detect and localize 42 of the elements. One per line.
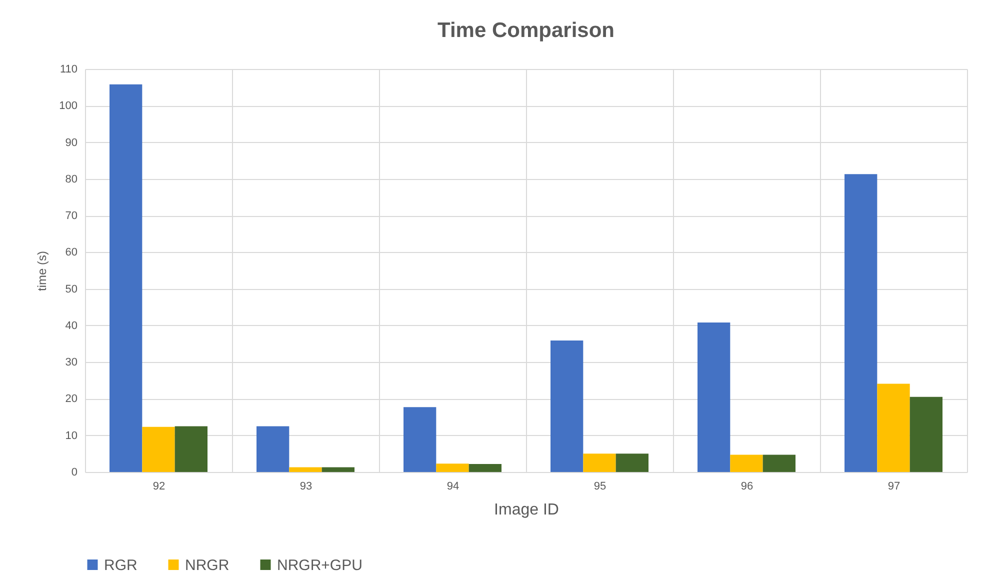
bar [762, 454, 796, 472]
bar [404, 407, 436, 472]
bar [844, 174, 878, 472]
bar [436, 464, 469, 472]
bar [698, 322, 730, 472]
y-tick-label: 40 [65, 320, 78, 332]
x-tick-label: 95 [594, 480, 606, 492]
bar [322, 467, 354, 472]
x-tick-label: 96 [740, 480, 754, 492]
bar [616, 454, 648, 472]
y-axis-title: time (s) [35, 251, 50, 291]
bar [289, 467, 322, 472]
y-tick-label: 70 [65, 210, 78, 222]
bar [468, 464, 502, 472]
legend-label: RGR [104, 556, 138, 574]
y-tick-label: 10 [65, 430, 78, 442]
y-tick-label: 60 [65, 246, 78, 259]
bar [256, 426, 290, 472]
bar [910, 396, 942, 472]
x-tick-label: 93 [300, 480, 312, 492]
bar [730, 454, 763, 472]
bar [583, 454, 616, 472]
legend-label: NRGR [185, 556, 230, 574]
y-tick-label: 90 [65, 136, 78, 149]
y-tick-label: 80 [65, 173, 78, 186]
legend-label: NRGR+GPU [277, 556, 362, 574]
x-axis-title: Image ID [494, 502, 559, 518]
bar [142, 426, 175, 472]
chart-title: Time Comparison [438, 19, 614, 42]
bar [110, 84, 142, 472]
bar [550, 340, 584, 472]
y-tick-label: 110 [60, 64, 78, 76]
y-tick-label: 0 [71, 466, 78, 478]
x-tick-label: 94 [446, 480, 460, 492]
y-tick-label: 20 [65, 393, 78, 406]
bar [174, 426, 208, 472]
x-tick-label: 97 [888, 480, 900, 492]
y-tick-label: 100 [59, 100, 78, 112]
y-tick-label: 50 [65, 283, 78, 296]
bar [877, 384, 910, 472]
y-tick-label: 30 [65, 356, 78, 369]
x-tick-label: 92 [152, 480, 166, 492]
